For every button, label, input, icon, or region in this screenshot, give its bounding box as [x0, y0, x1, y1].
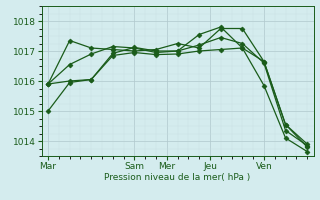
X-axis label: Pression niveau de la mer( hPa ): Pression niveau de la mer( hPa )	[104, 173, 251, 182]
